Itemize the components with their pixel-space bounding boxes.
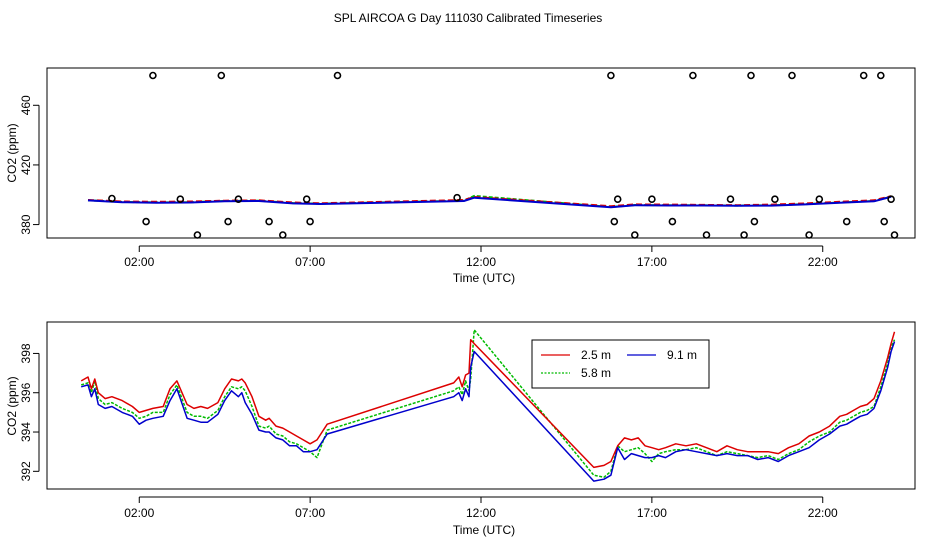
outlier-point [648,195,656,203]
top-series-9-1-m-line [87,195,892,209]
top-y-tick-label: 460 [19,95,33,115]
bottom-x-tick-label: 17:00 [637,506,667,520]
outlier-point [108,194,116,203]
outlier-point [265,217,273,226]
bottom-panel-y-label: CO2 (ppm) [5,376,19,435]
bottom-panel-x-axis: 02:00 07:00 12:00 17:00 22:00 [124,496,838,520]
top-panel-x-axis: 02:00 07:00 12:00 17:00 22:00 [124,245,838,269]
outlier-point [333,71,342,80]
outlier-point [788,71,796,80]
bottom-panel: 02:00 07:00 12:00 17:00 22:00 392 394 396 398 T… [5,321,916,537]
outlier-point [176,195,185,203]
bottom-series-5-8-m-line [80,329,896,478]
bottom-panel-lines [80,329,896,482]
outlier-point [668,217,677,226]
outlier-point [876,71,885,80]
outlier-point [750,217,759,226]
outlier-point [880,217,889,226]
outlier-point [815,195,824,203]
outlier-point [224,217,232,226]
top-panel-lines [87,194,892,209]
outlier-point [859,71,868,80]
top-y-tick-label: 380 [19,214,33,234]
top-panel-y-axis: 380 420 460 [19,95,40,235]
legend-label-2-5m: 2.5 m [581,348,611,362]
outlier-point [771,195,779,203]
top-panel-x-label: Time (UTC) [453,271,515,285]
top-x-tick-label: 17:00 [637,255,667,269]
outlier-point [842,217,851,226]
bottom-x-tick-label: 12:00 [466,506,496,520]
top-x-tick-label: 22:00 [808,255,838,269]
outlier-point [887,195,895,203]
outlier-point [234,195,243,203]
top-panel-frame [46,67,916,239]
legend: 2.5 m 5.8 m 9.1 m [531,339,710,389]
top-panel-y-label: CO2 (ppm) [5,123,19,182]
top-x-tick-label: 07:00 [295,255,325,269]
bottom-series-9-1-m-line [80,341,896,482]
bottom-panel-frame [46,321,916,490]
outlier-point [607,71,615,80]
outlier-point [149,71,157,80]
outlier-point [302,195,311,203]
top-x-tick-label: 02:00 [124,255,154,269]
top-y-tick-label: 420 [19,155,33,175]
bottom-y-tick-label: 396 [19,382,33,402]
bottom-y-tick-label: 392 [19,461,33,481]
outlier-point [306,217,314,226]
top-panel-points [108,71,899,239]
legend-box [531,339,710,389]
outlier-point [613,195,622,203]
bottom-panel-y-axis: 392 394 396 398 [19,343,40,481]
bottom-y-tick-label: 398 [19,343,33,363]
bottom-x-tick-label: 07:00 [295,506,325,520]
outlier-point [453,193,461,202]
outlier-point [217,71,226,80]
bottom-y-tick-label: 394 [19,422,33,442]
outlier-point [747,71,755,80]
bottom-series-2-5-m-line [80,331,896,469]
bottom-panel-x-label: Time (UTC) [453,523,515,537]
legend-label-9-1m: 9.1 m [667,348,697,362]
top-x-tick-label: 12:00 [466,255,496,269]
bottom-x-tick-label: 22:00 [808,506,838,520]
outlier-point [142,217,150,226]
top-panel: 02:00 07:00 12:00 17:00 22:00 380 420 460 Time… [5,67,916,285]
figure-title: SPL AIRCOA G Day 111030 Calibrated Times… [334,11,603,25]
legend-label-5-8m: 5.8 m [581,366,611,380]
outlier-point [726,195,735,203]
outlier-point [610,217,619,226]
outlier-point [689,71,697,80]
bottom-x-tick-label: 02:00 [124,506,154,520]
